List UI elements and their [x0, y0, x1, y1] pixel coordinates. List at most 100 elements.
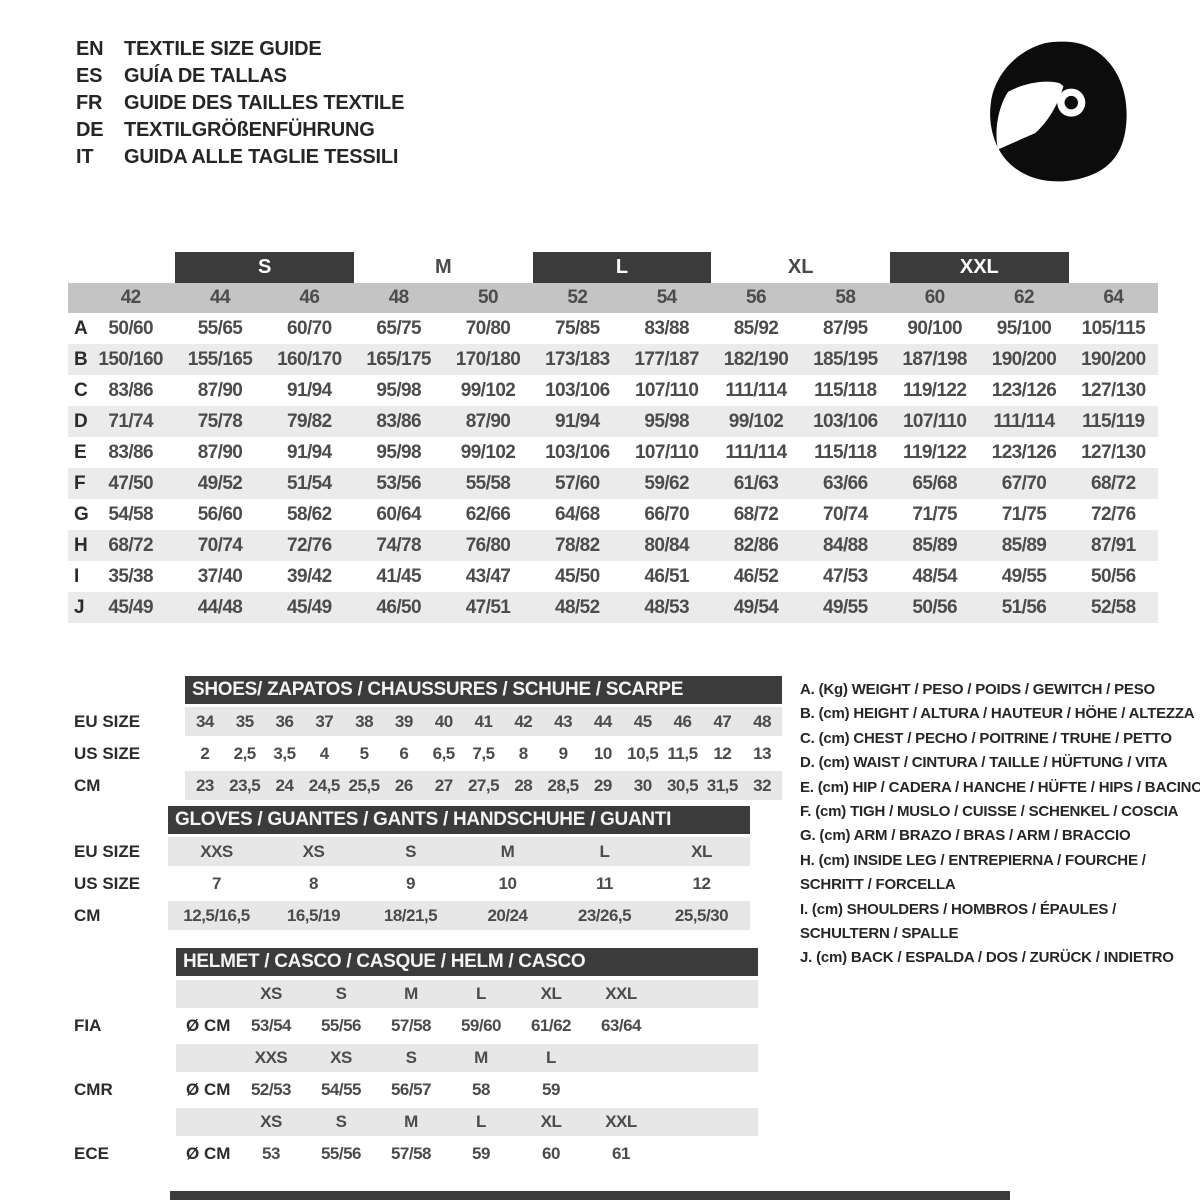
- gloves-table: GLOVES / GUANTES / GANTS / HANDSCHUHE / …: [68, 806, 750, 930]
- size-value: 7,5: [472, 743, 495, 763]
- size-value: 53/56: [376, 472, 421, 494]
- size-value: 59: [542, 1080, 560, 1099]
- row-label-text: US SIZE: [74, 873, 141, 893]
- size-value: 38: [355, 711, 374, 731]
- row-letter: F: [74, 472, 86, 494]
- size-column-header: 46: [299, 287, 320, 308]
- size-value: 107/110: [634, 379, 699, 401]
- size-column-header: 58: [835, 287, 856, 308]
- size-value: 52/58: [1091, 596, 1136, 618]
- size-value: 27,5: [467, 775, 500, 795]
- size-group-row: S M L XL XXL: [68, 252, 1158, 283]
- size-value: 13: [753, 743, 772, 763]
- size-value: 10: [498, 873, 517, 893]
- size-value: 50/56: [912, 596, 957, 618]
- table-row: EU SIZE XXS XS S M L XL: [68, 837, 750, 866]
- size-value: 70/80: [465, 317, 511, 339]
- size-value: 165/175: [366, 348, 431, 370]
- size-column-header: XXL: [605, 1112, 637, 1131]
- row-letter: H: [74, 534, 88, 556]
- size-value: 6: [399, 743, 409, 763]
- language-row: FR GUIDE DES TAILLES TEXTILE: [76, 90, 404, 117]
- size-value: 25,5/30: [674, 905, 729, 925]
- standard-label: CMR: [74, 1080, 113, 1099]
- size-value: 55/56: [320, 1016, 362, 1035]
- size-value: 47/51: [465, 596, 511, 618]
- size-value: 51/56: [1001, 596, 1047, 618]
- size-value: 56/57: [390, 1080, 432, 1099]
- size-value: 127/130: [1081, 379, 1146, 401]
- table-row: CM 12,5/16,5 16,5/19 18/21,5 20/24 23/26,5 25,…: [68, 901, 750, 930]
- size-value: 32: [753, 775, 772, 795]
- size-value: 87/90: [465, 410, 511, 432]
- size-value: 72/76: [1091, 503, 1136, 525]
- language-row: IT GUIDA ALLE TAGLIE TESSILI: [76, 144, 404, 171]
- size-value: 49/55: [823, 596, 868, 618]
- size-value: 91/94: [555, 410, 600, 432]
- size-value: 177/187: [634, 348, 699, 370]
- row-letter: G: [74, 503, 89, 525]
- size-value: 57/58: [390, 1016, 432, 1035]
- size-column-header: XXS: [254, 1048, 288, 1067]
- size-value: 45/50: [555, 565, 600, 587]
- helmet-header-row: HELMET / CASCO / CASQUE / HELM / CASCO: [68, 948, 758, 976]
- size-value: 28,5: [547, 775, 580, 795]
- size-value: 173/183: [545, 348, 610, 370]
- language-title: TEXTILE SIZE GUIDE: [124, 38, 322, 60]
- table-row: EU SIZE 34 35 36 37 38 39 40 41 42 43 44 45 46 47 48: [68, 707, 782, 736]
- size-value: 10: [593, 743, 612, 763]
- size-value: 68/72: [1091, 472, 1136, 494]
- size-column-header: M: [474, 1048, 488, 1067]
- size-value: 24,5: [308, 775, 341, 795]
- size-value: 43: [554, 711, 573, 731]
- language-code: FR: [76, 92, 103, 114]
- size-value: 59/60: [460, 1016, 502, 1035]
- size-value: 60: [542, 1144, 560, 1163]
- size-value: 70/74: [197, 534, 243, 556]
- size-value: 46: [673, 711, 692, 731]
- table-row: I 35/38 37/40 39/42 41/45 43/47 45/50 46/51 46/5…: [68, 561, 1158, 592]
- size-value: 49/55: [1001, 565, 1047, 587]
- size-value: 76/80: [465, 534, 511, 556]
- size-value: 103/106: [545, 379, 610, 401]
- size-value: 20/24: [487, 905, 528, 925]
- row-letter: J: [74, 596, 85, 618]
- size-value: 75/85: [555, 317, 600, 339]
- size-value: 29: [593, 775, 612, 795]
- size-value: 9: [558, 743, 568, 763]
- size-column-header: XS: [330, 1048, 352, 1067]
- size-value: 2,5: [233, 743, 257, 763]
- size-value: 48/53: [644, 596, 689, 618]
- size-value: 127/130: [1081, 441, 1146, 463]
- size-value: 10,5: [627, 743, 659, 763]
- size-value: 48: [753, 711, 772, 731]
- table-row: J 45/49 44/48 45/49 46/50 47/51 48/52 48/53 49/5…: [68, 592, 1158, 623]
- size-value: 155/165: [187, 348, 253, 370]
- size-value: 45: [633, 711, 652, 731]
- row-letter: I: [74, 565, 80, 587]
- table-row: D 71/74 75/78 79/82 83/86 87/90 91/94 95/98 99/1…: [68, 406, 1158, 437]
- size-value: 150/160: [98, 348, 163, 370]
- size-column-header: 56: [746, 287, 767, 308]
- size-column-header: 50: [478, 287, 499, 308]
- size-value: 99/102: [460, 441, 516, 463]
- size-value: 41: [474, 711, 493, 731]
- size-value: 30: [633, 775, 652, 795]
- helmet-size-row: XS S M L XL XXL: [68, 980, 758, 1008]
- size-value: 7: [212, 873, 221, 893]
- size-value: 48/54: [912, 565, 957, 587]
- bottom-partial-bar: [170, 1191, 1010, 1200]
- language-title-block: EN TEXTILE SIZE GUIDE ES GUÍA DE TALLAS …: [76, 36, 404, 171]
- size-value: 26: [394, 775, 413, 795]
- size-column-header: S: [405, 1048, 417, 1067]
- size-value: 49/52: [197, 472, 243, 494]
- gloves-header-row: GLOVES / GUANTES / GANTS / HANDSCHUHE / …: [68, 806, 750, 834]
- size-value: 103/106: [545, 441, 610, 463]
- row-label-text: EU SIZE: [74, 841, 141, 861]
- size-value: 68/72: [108, 534, 153, 556]
- legend-item: G. (cm) ARM / BRAZO / BRAS / ARM / BRACC…: [800, 827, 1131, 845]
- size-value: 83/86: [108, 379, 153, 401]
- legend-item: A. (Kg) WEIGHT / PESO / POIDS / GEWITCH …: [800, 681, 1155, 698]
- size-column-header: 64: [1103, 287, 1124, 308]
